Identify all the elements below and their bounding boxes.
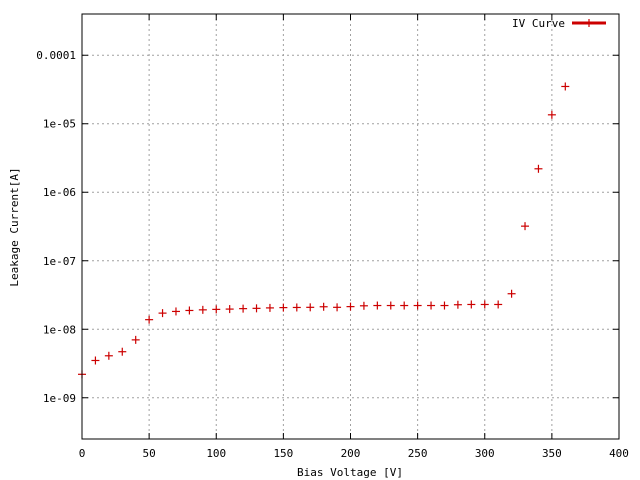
grid-lines	[82, 14, 619, 439]
data-point	[467, 300, 476, 309]
y-axis-label: Leakage Current[A]	[8, 167, 21, 286]
data-point	[547, 110, 556, 119]
y-tick-label: 1e-07	[43, 255, 76, 268]
x-tick-label: 50	[143, 447, 156, 460]
x-tick-label: 250	[408, 447, 428, 460]
data-points	[78, 82, 570, 379]
y-tick-label: 0.0001	[36, 49, 76, 62]
data-point	[239, 304, 248, 313]
data-point	[319, 302, 328, 311]
y-tick-label: 1e-06	[43, 186, 76, 199]
y-tick-label: 1e-08	[43, 323, 76, 336]
data-point	[171, 307, 180, 316]
data-point	[118, 347, 127, 356]
data-point	[158, 309, 167, 318]
data-point	[413, 301, 422, 310]
y-tick-label: 1e-09	[43, 392, 76, 405]
data-point	[400, 301, 409, 310]
axis-ticks	[81, 14, 620, 439]
data-point	[561, 82, 570, 91]
data-point	[306, 303, 315, 312]
x-tick-label: 100	[206, 447, 226, 460]
y-tick-label: 1e-05	[43, 118, 76, 131]
plot-frame	[81, 13, 620, 440]
data-point	[359, 301, 368, 310]
data-point	[453, 300, 462, 309]
legend-label: IV Curve	[512, 17, 565, 30]
data-point	[198, 305, 207, 314]
x-tick-label: 200	[341, 447, 361, 460]
data-point	[212, 305, 221, 314]
x-tick-label: 350	[542, 447, 562, 460]
data-point	[91, 356, 100, 365]
data-point	[521, 222, 530, 231]
x-axis-label: Bias Voltage [V]	[297, 466, 403, 479]
data-point	[252, 304, 261, 313]
x-tick-label: 150	[273, 447, 293, 460]
data-point	[346, 302, 355, 311]
x-tick-label: 300	[475, 447, 495, 460]
data-point	[131, 335, 140, 344]
data-point	[427, 301, 436, 310]
data-point	[386, 301, 395, 310]
data-point	[480, 300, 489, 309]
data-point	[185, 306, 194, 315]
data-point	[494, 300, 503, 309]
x-tick-label: 400	[609, 447, 629, 460]
x-tick-labels: 0 50 100 150 200 250 300 350 400	[79, 447, 629, 460]
y-tick-labels: 1e-09 1e-08 1e-07 1e-06 1e-05 0.0001	[36, 49, 76, 405]
data-point	[265, 303, 274, 312]
data-point	[145, 315, 154, 324]
legend: IV Curve	[512, 17, 606, 30]
data-point	[373, 301, 382, 310]
data-point	[440, 301, 449, 310]
data-point	[507, 289, 516, 298]
data-point	[292, 303, 301, 312]
data-point	[534, 164, 543, 173]
data-point	[279, 303, 288, 312]
x-tick-label: 0	[79, 447, 86, 460]
data-point	[225, 305, 234, 314]
data-point	[104, 351, 113, 360]
data-point	[333, 303, 342, 312]
